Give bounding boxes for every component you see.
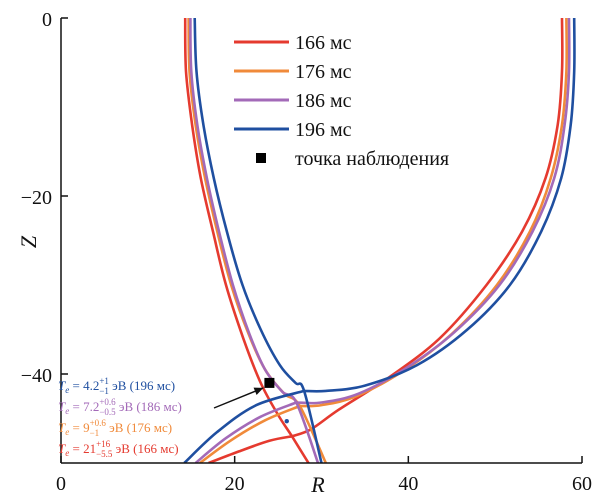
series-2-outer-leg: [296, 17, 571, 405]
legend-entry: 196 мс: [295, 119, 352, 141]
legend-entry: 176 мс: [295, 61, 352, 83]
series-1-inner-leg: [187, 17, 327, 463]
series-0-outer-leg: [291, 17, 564, 438]
temperature-annotation: Te = 7.2+0.6 −0.5 эВ (186 мс): [58, 397, 182, 417]
series-1-divertor-leg: [199, 404, 301, 463]
series-2-inner-leg: [189, 17, 320, 463]
annotation-arrow-head: [253, 387, 264, 395]
y-tick-label: −40: [21, 365, 52, 387]
x-axis-label: R: [310, 472, 325, 497]
legend-marker: [256, 153, 266, 163]
x-tick-label: 40: [398, 473, 418, 495]
y-tick-label: −20: [21, 187, 52, 209]
temperature-annotation: Te = 21+16 −5.5 эВ (166 мс): [58, 439, 179, 459]
x-tick-label: 0: [56, 473, 66, 495]
series-2-divertor-leg: [194, 401, 297, 463]
legend-entry: 186 мс: [295, 90, 352, 112]
ticks-layer: 0 20 40 60 0 −20 −40: [21, 9, 592, 495]
markers-layer: [213, 377, 289, 424]
legend-entry: 166 мс: [295, 32, 352, 54]
y-tick-label: 0: [42, 9, 52, 31]
legend-entry: точка наблюдения: [295, 148, 449, 170]
series-3-inner-leg: [193, 17, 323, 463]
y-axis-label: Z: [16, 235, 41, 248]
curves-layer: [183, 17, 576, 463]
series-0-inner-leg: [183, 17, 310, 463]
small-point-marker: [284, 418, 289, 424]
axes-layer: [60, 18, 582, 464]
series-0-divertor-leg: [208, 435, 293, 463]
x-tick-label: 60: [572, 473, 592, 495]
observation-point-marker: [264, 377, 275, 388]
temperature-annotations: Te = 4.2+1 −1 эВ (196 мс)Te = 7.2+0.6 −0.5…: [58, 376, 182, 459]
temperature-annotation: Te = 9+0.6 −1 эВ (176 мс): [58, 418, 172, 438]
x-tick-label: 20: [225, 473, 245, 495]
series-3-outer-leg: [304, 17, 576, 393]
series-3-divertor-leg: [183, 389, 305, 463]
legend: 166 мс 176 мс 186 мс 196 мс точка наблюдения: [234, 32, 449, 170]
series-1-outer-leg: [299, 17, 569, 408]
temperature-annotation: Te = 4.2+1 −1 эВ (196 мс): [58, 376, 175, 396]
